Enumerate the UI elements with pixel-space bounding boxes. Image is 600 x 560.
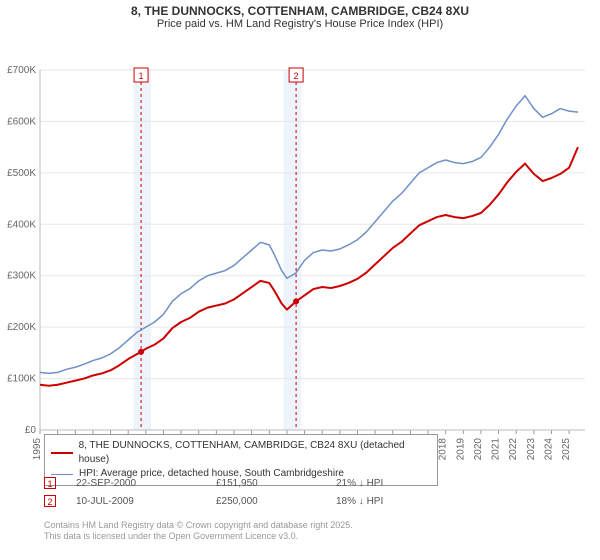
svg-text:£400K: £400K: [7, 219, 36, 230]
marker-badge: 2: [44, 495, 56, 507]
svg-text:2022: 2022: [508, 438, 519, 461]
chart-titles: 8, THE DUNNOCKS, COTTENHAM, CAMBRIDGE, C…: [0, 0, 600, 30]
marker-price: £151,950: [216, 478, 316, 489]
svg-text:2: 2: [294, 71, 299, 81]
copyright-notice: Contains HM Land Registry data © Crown c…: [44, 520, 353, 542]
svg-text:£500K: £500K: [7, 168, 36, 179]
svg-text:£600K: £600K: [7, 116, 36, 127]
svg-text:£700K: £700K: [7, 65, 36, 76]
svg-text:2023: 2023: [526, 438, 537, 461]
svg-text:2021: 2021: [491, 438, 502, 461]
line-chart: £0 £100K £200K £300K £400K £500K £600K £700K 199…: [0, 30, 600, 466]
svg-text:£200K: £200K: [7, 322, 36, 333]
sale-markers-table: 1 22-SEP-2000 £151,950 21% ↓ HPI 2 10-JUL-200…: [44, 474, 436, 510]
marker-date: 22-SEP-2000: [76, 478, 196, 489]
copyright-line-2: This data is licensed under the Open Gov…: [44, 531, 353, 542]
svg-text:2018: 2018: [438, 438, 449, 461]
marker-badge: 1: [44, 477, 56, 489]
marker-row: 2 10-JUL-2009 £250,000 18% ↓ HPI: [44, 492, 436, 510]
chart-title: 8, THE DUNNOCKS, COTTENHAM, CAMBRIDGE, C…: [0, 4, 600, 18]
svg-text:£0: £0: [25, 425, 37, 436]
legend-swatch: [51, 452, 73, 454]
svg-text:2020: 2020: [473, 438, 484, 461]
svg-text:£300K: £300K: [7, 271, 36, 282]
svg-text:1995: 1995: [32, 438, 43, 461]
chart-container: 8, THE DUNNOCKS, COTTENHAM, CAMBRIDGE, C…: [0, 0, 600, 560]
svg-text:£100K: £100K: [7, 374, 36, 385]
svg-text:2025: 2025: [561, 438, 572, 461]
svg-text:1: 1: [139, 71, 144, 81]
chart-subtitle: Price paid vs. HM Land Registry's House …: [0, 18, 600, 30]
marker-row: 1 22-SEP-2000 £151,950 21% ↓ HPI: [44, 474, 436, 492]
marker-price: £250,000: [216, 496, 316, 507]
marker-delta: 21% ↓ HPI: [336, 478, 436, 489]
legend-label: 8, THE DUNNOCKS, COTTENHAM, CAMBRIDGE, C…: [79, 439, 431, 467]
marker-delta: 18% ↓ HPI: [336, 496, 436, 507]
svg-text:2019: 2019: [455, 438, 466, 461]
svg-text:2024: 2024: [543, 438, 554, 461]
copyright-line-1: Contains HM Land Registry data © Crown c…: [44, 520, 353, 531]
marker-date: 10-JUL-2009: [76, 496, 196, 507]
legend-row: 8, THE DUNNOCKS, COTTENHAM, CAMBRIDGE, C…: [51, 439, 431, 467]
